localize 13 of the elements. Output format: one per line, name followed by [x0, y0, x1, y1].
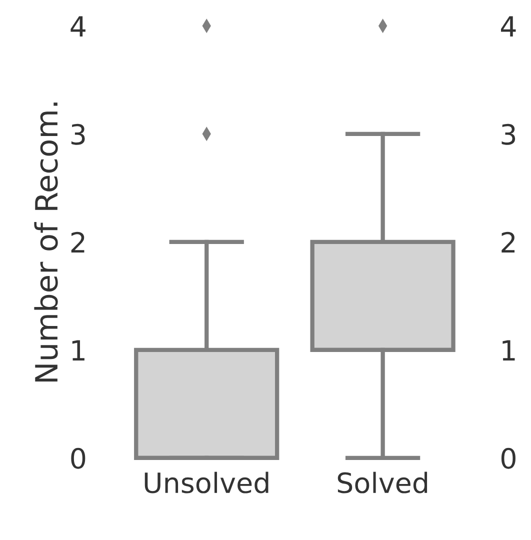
- y-axis-title: Number of Recom.: [34, 102, 58, 382]
- y2-tick-label: 1: [502, 340, 515, 360]
- y-tick-label: 3: [71, 124, 85, 145]
- x-tick-label: Unsolved: [144, 472, 268, 494]
- x-tick-label: Solved: [338, 472, 428, 494]
- y2-tick-label: 4: [500, 16, 516, 36]
- y2-tick-label: 0: [501, 448, 516, 469]
- y-tick-label: 0: [71, 448, 86, 469]
- y-tick-label: 4: [70, 16, 86, 36]
- y-tick-label: 1: [72, 340, 84, 360]
- y2-tick-label: 3: [502, 124, 516, 145]
- y-tick-label: 2: [71, 232, 84, 252]
- y2-tick-label: 2: [502, 232, 515, 252]
